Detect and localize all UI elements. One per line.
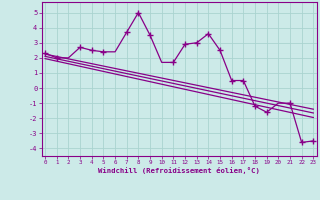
X-axis label: Windchill (Refroidissement éolien,°C): Windchill (Refroidissement éolien,°C) — [98, 167, 260, 174]
